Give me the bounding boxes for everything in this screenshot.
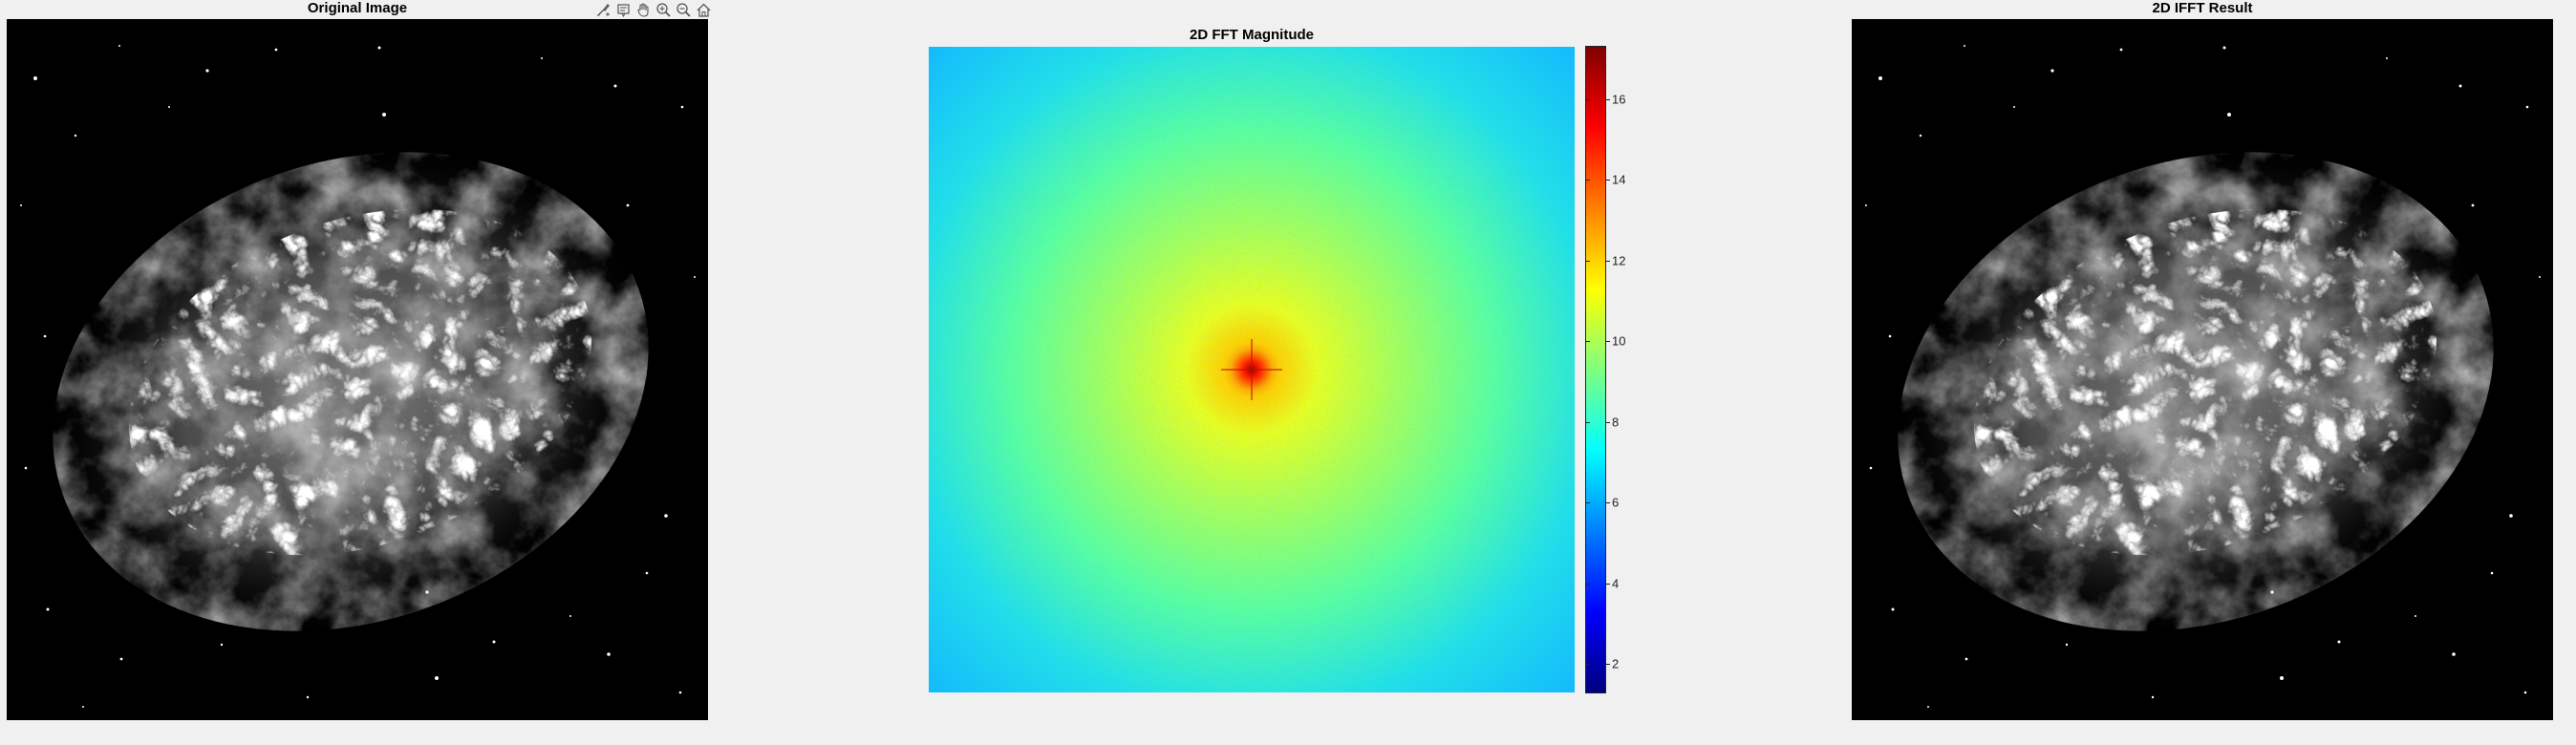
colorbar-tick-label: 10 bbox=[1612, 333, 1626, 349]
zoom-out-button[interactable] bbox=[675, 1, 693, 19]
colorbar-tick-mark bbox=[1605, 421, 1610, 423]
colorbar-tick-mark bbox=[1605, 260, 1610, 262]
ifft-result-title: 2D IFFT Result bbox=[2152, 0, 2253, 16]
zoom-out-icon bbox=[676, 2, 691, 17]
datatip-icon bbox=[617, 3, 630, 17]
brush-icon bbox=[597, 3, 610, 16]
zoom-in-icon bbox=[656, 2, 671, 17]
colorbar-tick-mark bbox=[1605, 502, 1610, 504]
fft-colorbar[interactable] bbox=[1585, 46, 1606, 693]
datatip-button[interactable] bbox=[614, 1, 633, 19]
colorbar-tick-mark bbox=[1605, 341, 1610, 343]
fft-magnitude-axes[interactable] bbox=[929, 47, 1575, 692]
colorbar-tick-label: 8 bbox=[1612, 415, 1620, 430]
home-button[interactable] bbox=[695, 1, 713, 19]
fft-magnitude-canvas bbox=[929, 47, 1575, 692]
colorbar-tick-label: 4 bbox=[1612, 576, 1620, 591]
axes-toolbar bbox=[594, 0, 713, 19]
original-image-title: Original Image bbox=[307, 0, 408, 16]
colorbar-tick-mark bbox=[1605, 180, 1610, 181]
colorbar-tick-label: 6 bbox=[1612, 495, 1620, 510]
brush-button[interactable] bbox=[594, 1, 612, 19]
colorbar-tick-mark-inner bbox=[1586, 98, 1590, 100]
home-icon bbox=[697, 3, 711, 17]
original-image-canvas bbox=[7, 19, 708, 720]
fft-magnitude-title: 2D FFT Magnitude bbox=[1190, 27, 1314, 43]
colorbar-tick-mark bbox=[1605, 98, 1610, 100]
colorbar-tick-mark-inner bbox=[1586, 341, 1590, 343]
colorbar-tick-mark-inner bbox=[1586, 260, 1590, 262]
original-image-axes[interactable] bbox=[7, 19, 708, 720]
pan-icon bbox=[637, 2, 649, 17]
ifft-result-axes[interactable] bbox=[1852, 19, 2553, 720]
colorbar-tick-mark-inner bbox=[1586, 502, 1590, 504]
colorbar-tick-mark-inner bbox=[1586, 421, 1590, 423]
colorbar-tick-label: 16 bbox=[1612, 92, 1626, 107]
colorbar-tick-mark bbox=[1605, 583, 1610, 585]
colorbar-tick-label: 2 bbox=[1612, 656, 1620, 671]
colorbar-tick-mark bbox=[1605, 664, 1610, 666]
colorbar-tick-label: 12 bbox=[1612, 253, 1626, 268]
colorbar-tick-label: 14 bbox=[1612, 172, 1626, 187]
pan-button[interactable] bbox=[634, 1, 653, 19]
colorbar-tick-mark-inner bbox=[1586, 664, 1590, 666]
colorbar-tick-mark-inner bbox=[1586, 583, 1590, 585]
colorbar-tick-mark-inner bbox=[1586, 180, 1590, 181]
zoom-in-button[interactable] bbox=[655, 1, 673, 19]
ifft-result-canvas bbox=[1852, 19, 2553, 720]
